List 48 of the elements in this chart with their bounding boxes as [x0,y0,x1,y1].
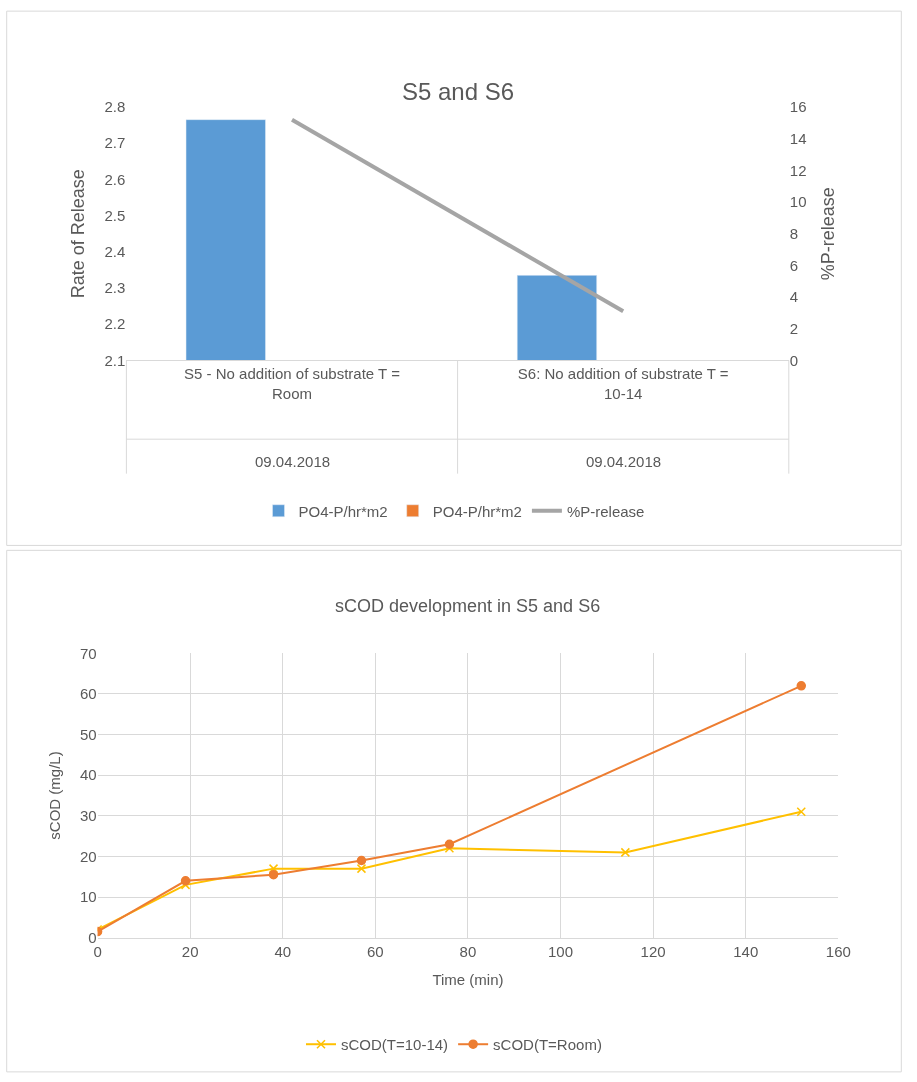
y2-tick-label: 10 [789,193,807,211]
y-tick-label: 20 [79,847,97,865]
legend-label: PO4-P/hr*m2 [298,502,388,520]
y2-tick-label: 2 [789,320,799,338]
y-tick-label: 2.1 [104,351,126,369]
y-axis-title: sCOD (mg/L) [46,751,64,840]
x-tick-label: 160 [825,942,851,960]
x-tick-label: 140 [733,942,759,960]
text: 09.04.2018 [586,453,662,470]
y-tick-label: 40 [79,766,97,784]
y2-tick-label: 8 [789,224,799,242]
y-axis-title: Rate of Release [67,169,88,299]
y2-tick-label: 0 [789,351,799,369]
y-tick-label: 2.3 [104,279,126,297]
x-axis-title: Time (min) [432,970,504,988]
y-tick-label: 10 [79,888,97,906]
y2-tick-label: 12 [789,161,807,179]
x-tick-label: 100 [548,942,574,960]
x-tick-label: 40 [274,942,292,960]
x-tick-label: S5 - No addition of substrate T = Room [184,365,401,402]
x-tick-label: 80 [459,942,477,960]
x-tick-label: 20 [181,942,199,960]
y2-tick-label: 16 [789,98,807,116]
legend-label: PO4-P/hr*m2 [432,502,522,520]
y-tick-label: 2.8 [104,98,126,116]
legend-label: sCOD(T=Room) [493,1036,602,1054]
legend-label: sCOD(T=10-14) [341,1036,449,1054]
y-tick-label: 2.4 [104,243,126,261]
y2-tick-label: 4 [789,288,799,306]
y-tick-label: 50 [79,725,97,743]
y-tick-label: 2.7 [104,134,126,152]
x-tick-label: 120 [640,942,666,960]
y-tick-label: 0 [88,928,97,946]
text: 09.04.2018 [255,453,331,470]
y-tick-label: 70 [79,644,97,662]
y-tick-label: 2.2 [104,315,126,333]
y2-tick-label: 14 [789,129,807,147]
y2-axis-title: %P-release [817,187,838,281]
chart-title: sCOD development in S5 and S6 [335,596,601,616]
y2-tick-label: 6 [789,256,799,274]
y-tick-label: 60 [79,685,97,703]
y-tick-label: 2.6 [104,170,126,188]
x-tick-label: S6: No addition of substrate T = 10-14 [517,365,729,402]
y-tick-label: 2.5 [104,206,126,224]
x-tick-label: 60 [367,942,384,960]
legend-label: %P-release [566,502,645,520]
y-tick-label: 30 [79,807,97,825]
chart-title: S5 and S6 [402,78,515,105]
